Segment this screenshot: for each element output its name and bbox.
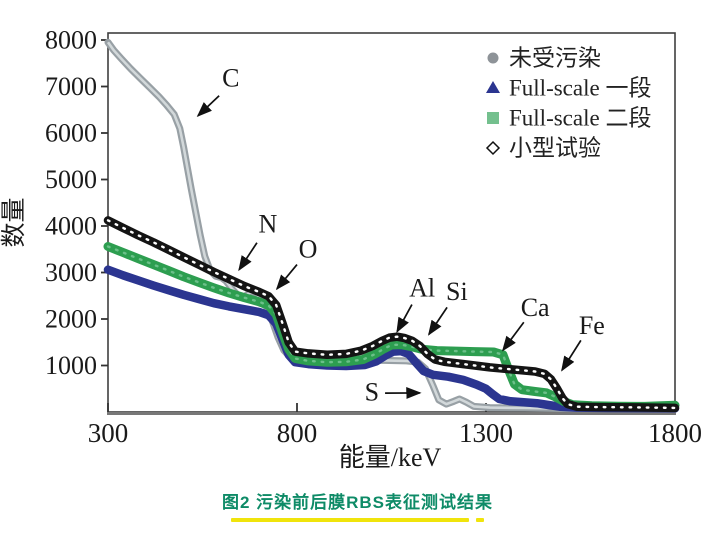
legend-square-icon — [487, 112, 499, 124]
x-tick-label: 1300 — [459, 418, 513, 448]
annotation-arrow-O — [275, 264, 298, 291]
annotation-label-Ca: Ca — [521, 293, 550, 322]
legend-item: Full-scale 二段 — [487, 106, 651, 131]
x-tick-label: 300 — [88, 418, 129, 448]
annotation-label-Fe: Fe — [579, 311, 605, 340]
legend-item: 未受污染 — [487, 46, 601, 71]
y-tick-label: 1000 — [45, 351, 97, 380]
figure-caption-block: 图2 污染前后膜RBS表征测试结果 — [0, 488, 715, 522]
legend-triangle-icon — [486, 81, 500, 93]
legend-circle-icon — [487, 52, 499, 64]
legend-item: 小型试验 — [485, 136, 601, 161]
legend-item: Full-scale 一段 — [486, 76, 651, 101]
x-tick-label: 800 — [277, 418, 318, 448]
figure-caption: 图2 污染前后膜RBS表征测试结果 — [221, 493, 494, 512]
y-tick-label: 2000 — [45, 305, 97, 334]
annotation-label-N: N — [259, 210, 278, 239]
annotation-arrow-Si — [427, 306, 448, 336]
annotation-label-Si: Si — [446, 277, 468, 306]
annotation-label-S: S — [365, 378, 379, 407]
annotation-arrow-Ca — [501, 321, 525, 352]
rbs-chart-svg: 1000 2000 3000 4000 5000 6000 7000 8000 300 800 13… — [0, 26, 702, 473]
legend-label: 小型试验 — [509, 136, 601, 161]
x-axis-title: 能量/keV — [339, 443, 442, 472]
legend-diamond-icon — [485, 140, 501, 156]
annotation-arrow-N — [238, 242, 258, 272]
caption-underline-bar — [231, 518, 469, 522]
y-tick-label: 6000 — [45, 119, 97, 148]
y-tick-label: 7000 — [45, 72, 97, 101]
series-marker-texture-diamond-open — [106, 219, 677, 410]
caption-underline — [0, 518, 715, 522]
y-tick-label: 5000 — [45, 165, 97, 194]
annotation-label-C: C — [222, 64, 239, 93]
y-tick-label: 3000 — [45, 258, 97, 287]
legend-label: 未受污染 — [509, 46, 601, 71]
y-tick-label: 4000 — [45, 212, 97, 241]
y-tick-label: 8000 — [45, 26, 97, 55]
annotation-arrow-Al — [396, 304, 413, 334]
caption-underline-dot — [476, 518, 484, 522]
y-axis-title: 数量 — [0, 197, 28, 247]
annotation-arrow-C — [196, 95, 220, 117]
legend-label: Full-scale 一段 — [509, 76, 651, 101]
legend-label: Full-scale 二段 — [509, 106, 651, 131]
annotation-label-O: O — [299, 234, 318, 263]
series-marker-texture-square — [106, 245, 677, 408]
x-tick-label: 1800 — [648, 418, 702, 448]
annotation-arrow-Fe — [561, 339, 582, 372]
series-band-triangle — [103, 265, 680, 413]
annotation-label-Al: Al — [409, 273, 435, 302]
